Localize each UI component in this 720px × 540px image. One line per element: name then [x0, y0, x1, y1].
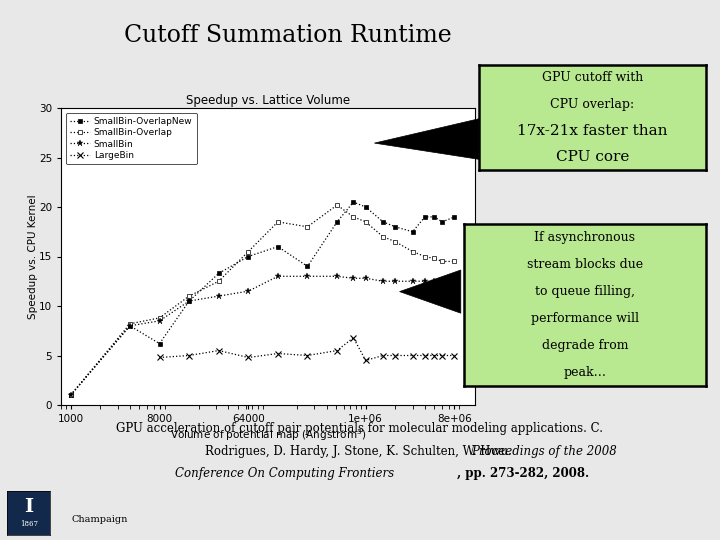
SmallBin-OverlapNew	[391, 224, 400, 230]
SmallBin-OverlapNew	[274, 244, 282, 250]
SmallBin-Overlap	[185, 293, 194, 299]
SmallBin	[349, 275, 358, 281]
SmallBin	[430, 278, 438, 285]
Text: 17x-21x faster than: 17x-21x faster than	[517, 124, 667, 138]
Text: , pp. 273-282, 2008.: , pp. 273-282, 2008.	[457, 467, 590, 480]
LargeBin	[361, 357, 370, 364]
LargeBin	[391, 352, 400, 359]
SmallBin-Overlap	[333, 202, 341, 208]
LargeBin	[185, 352, 194, 359]
Text: GPU acceleration of cutoff pair potentials for molecular modeling applications. : GPU acceleration of cutoff pair potentia…	[117, 422, 603, 435]
Text: CPU overlap:: CPU overlap:	[550, 98, 634, 111]
SmallBin-Overlap	[430, 255, 438, 262]
LargeBin	[215, 347, 223, 354]
SmallBin-OverlapNew	[408, 228, 417, 235]
SmallBin	[303, 273, 312, 280]
Text: GPU cutoff with: GPU cutoff with	[541, 71, 643, 84]
SmallBin-Overlap	[66, 392, 75, 399]
SmallBin-Overlap	[379, 233, 387, 240]
Line: SmallBin-OverlapNew: SmallBin-OverlapNew	[68, 200, 457, 397]
Y-axis label: Speedup vs. CPU Kernel: Speedup vs. CPU Kernel	[27, 194, 37, 319]
LargeBin	[438, 352, 446, 359]
SmallBin	[379, 278, 387, 285]
SmallBin-Overlap	[420, 253, 429, 260]
Text: Conference On Computing Frontiers: Conference On Computing Frontiers	[175, 467, 394, 480]
SmallBin	[391, 278, 400, 285]
SmallBin-OverlapNew	[66, 392, 75, 399]
SmallBin	[450, 278, 459, 285]
LargeBin	[450, 352, 459, 359]
SmallBin	[185, 298, 194, 305]
SmallBin-OverlapNew	[125, 322, 134, 329]
SmallBin	[215, 293, 223, 299]
SmallBin-Overlap	[303, 224, 312, 230]
LargeBin	[303, 352, 312, 359]
SmallBin-OverlapNew	[215, 270, 223, 276]
Text: stream blocks due: stream blocks due	[527, 258, 643, 271]
LargeBin	[379, 352, 387, 359]
SmallBin-OverlapNew	[379, 219, 387, 225]
Text: I: I	[24, 497, 33, 516]
SmallBin-OverlapNew	[244, 253, 253, 260]
SmallBin-Overlap	[438, 258, 446, 265]
SmallBin	[274, 273, 282, 280]
LargeBin	[244, 354, 253, 361]
SmallBin-Overlap	[349, 214, 358, 220]
Text: Champaign: Champaign	[72, 515, 128, 524]
SmallBin-OverlapNew	[430, 214, 438, 220]
Text: If asynchronous: If asynchronous	[534, 231, 636, 244]
Title: Speedup vs. Lattice Volume: Speedup vs. Lattice Volume	[186, 94, 350, 107]
Text: Cutoff Summation Runtime: Cutoff Summation Runtime	[124, 24, 452, 48]
SmallBin	[244, 288, 253, 294]
LargeBin	[333, 347, 341, 354]
Line: LargeBin: LargeBin	[157, 335, 457, 363]
SmallBin	[333, 273, 341, 280]
Line: SmallBin-Overlap: SmallBin-Overlap	[68, 202, 457, 397]
SmallBin-Overlap	[408, 248, 417, 255]
LargeBin	[420, 352, 429, 359]
Text: 1867: 1867	[19, 520, 37, 528]
SmallBin	[361, 275, 370, 281]
LargeBin	[430, 352, 438, 359]
LargeBin	[408, 352, 417, 359]
SmallBin	[408, 278, 417, 285]
SmallBin	[125, 322, 134, 329]
SmallBin-Overlap	[156, 315, 164, 321]
SmallBin-Overlap	[361, 219, 370, 225]
Line: SmallBin: SmallBin	[67, 273, 458, 399]
SmallBin-Overlap	[244, 248, 253, 255]
SmallBin-OverlapNew	[156, 340, 164, 347]
Legend: SmallBin-OverlapNew, SmallBin-Overlap, SmallBin, LargeBin: SmallBin-OverlapNew, SmallBin-Overlap, S…	[66, 112, 197, 164]
SmallBin-OverlapNew	[420, 214, 429, 220]
LargeBin	[274, 350, 282, 357]
Text: Proceedings of the 2008: Proceedings of the 2008	[471, 446, 616, 458]
SmallBin-Overlap	[215, 278, 223, 285]
SmallBin-OverlapNew	[438, 219, 446, 225]
SmallBin-OverlapNew	[303, 263, 312, 269]
Text: performance will: performance will	[531, 312, 639, 325]
SmallBin-OverlapNew	[349, 199, 358, 205]
SmallBin-Overlap	[125, 321, 134, 327]
LargeBin	[156, 354, 164, 361]
SmallBin-Overlap	[450, 258, 459, 265]
Text: degrade from: degrade from	[541, 339, 629, 352]
Text: to queue filling,: to queue filling,	[535, 285, 635, 298]
SmallBin-Overlap	[274, 219, 282, 225]
SmallBin	[420, 278, 429, 285]
Text: peak…: peak…	[564, 366, 606, 379]
SmallBin	[156, 318, 164, 324]
Text: Rodrigues, D. Hardy, J. Stone, K. Schulten, W. Hwu.: Rodrigues, D. Hardy, J. Stone, K. Schult…	[204, 446, 516, 458]
SmallBin-OverlapNew	[361, 204, 370, 210]
X-axis label: Volume of potential map (Angstrom$^3$): Volume of potential map (Angstrom$^3$)	[170, 427, 366, 443]
SmallBin-OverlapNew	[333, 219, 341, 225]
LargeBin	[349, 334, 358, 341]
Text: CPU core: CPU core	[556, 150, 629, 164]
SmallBin-Overlap	[391, 238, 400, 245]
SmallBin-OverlapNew	[450, 214, 459, 220]
SmallBin-OverlapNew	[185, 298, 194, 305]
SmallBin	[66, 392, 75, 399]
SmallBin	[438, 278, 446, 285]
